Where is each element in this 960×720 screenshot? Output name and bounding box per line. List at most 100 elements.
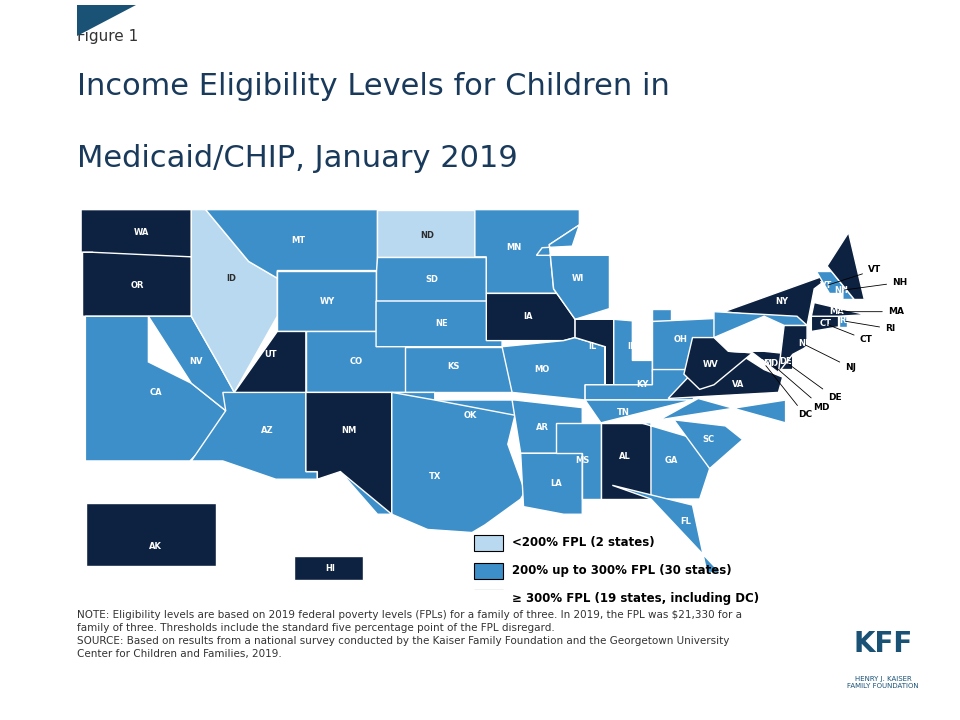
Text: RI: RI — [840, 316, 849, 325]
Text: MA: MA — [840, 307, 903, 316]
Text: Income Eligibility Levels for Children in: Income Eligibility Levels for Children i… — [77, 73, 670, 102]
Polygon shape — [621, 309, 671, 321]
Text: NM: NM — [341, 426, 356, 435]
Text: 200% up to 300% FPL (30 states): 200% up to 300% FPL (30 states) — [512, 564, 732, 577]
Polygon shape — [191, 210, 277, 392]
Polygon shape — [376, 301, 502, 347]
Text: NOTE: Eligibility levels are based on 2019 federal poverty levels (FPLs) for a f: NOTE: Eligibility levels are based on 20… — [77, 610, 742, 660]
Text: AR: AR — [536, 423, 549, 432]
Polygon shape — [828, 233, 864, 300]
Text: AZ: AZ — [261, 426, 274, 435]
FancyBboxPatch shape — [474, 563, 503, 579]
Polygon shape — [277, 271, 376, 331]
Text: UT: UT — [264, 350, 276, 359]
Polygon shape — [724, 271, 838, 325]
Text: NE: NE — [436, 320, 448, 328]
Text: NC: NC — [719, 410, 732, 420]
Text: NH: NH — [834, 286, 849, 295]
Text: MD: MD — [774, 365, 830, 412]
Polygon shape — [674, 420, 743, 469]
Text: AL: AL — [619, 452, 631, 461]
Polygon shape — [306, 392, 392, 514]
Text: MO: MO — [535, 365, 550, 374]
Text: VA: VA — [732, 380, 745, 390]
Polygon shape — [377, 210, 475, 257]
Text: NH: NH — [844, 278, 907, 290]
Text: KS: KS — [447, 362, 460, 371]
Polygon shape — [340, 392, 525, 533]
Text: IN: IN — [628, 342, 637, 351]
Polygon shape — [233, 331, 306, 408]
Polygon shape — [191, 392, 318, 480]
Polygon shape — [512, 400, 583, 454]
Text: OR: OR — [131, 282, 144, 290]
Polygon shape — [537, 225, 610, 319]
Polygon shape — [660, 398, 785, 423]
Text: WV: WV — [704, 361, 719, 369]
FancyBboxPatch shape — [474, 590, 503, 606]
Polygon shape — [828, 266, 854, 300]
Text: WA: WA — [133, 228, 149, 237]
Text: MD: MD — [763, 359, 779, 368]
Text: DC: DC — [766, 366, 812, 420]
Polygon shape — [205, 210, 377, 278]
Text: SC: SC — [702, 435, 714, 444]
Text: <200% FPL (2 states): <200% FPL (2 states) — [512, 536, 655, 549]
Polygon shape — [520, 454, 583, 514]
Text: NY: NY — [775, 297, 788, 305]
Polygon shape — [811, 316, 838, 331]
Text: ID: ID — [227, 274, 236, 283]
Polygon shape — [762, 362, 765, 365]
Text: VT: VT — [828, 266, 881, 285]
Text: HENRY J. KAISER
FAMILY FOUNDATION: HENRY J. KAISER FAMILY FOUNDATION — [848, 675, 919, 689]
Polygon shape — [85, 316, 226, 461]
Text: DE: DE — [780, 357, 792, 366]
Polygon shape — [838, 316, 847, 327]
Text: IA: IA — [523, 312, 533, 320]
Text: PA: PA — [751, 327, 763, 336]
Polygon shape — [714, 312, 807, 338]
Text: ND: ND — [420, 231, 435, 240]
Text: MI: MI — [644, 274, 655, 283]
Text: TX: TX — [428, 472, 441, 481]
Text: MS: MS — [575, 456, 589, 465]
Text: DE: DE — [788, 364, 841, 402]
Polygon shape — [475, 210, 580, 294]
Polygon shape — [612, 485, 721, 574]
Polygon shape — [668, 347, 782, 398]
Text: DC: DC — [757, 359, 771, 368]
Polygon shape — [585, 398, 698, 423]
Text: MT: MT — [292, 235, 306, 245]
Text: RI: RI — [846, 321, 896, 333]
Polygon shape — [86, 503, 216, 566]
Text: CT: CT — [820, 320, 831, 328]
Polygon shape — [811, 302, 866, 316]
Text: VT: VT — [820, 282, 832, 290]
Text: CT: CT — [828, 325, 873, 344]
Polygon shape — [83, 252, 191, 316]
Polygon shape — [77, 5, 136, 36]
Text: ME: ME — [869, 261, 882, 271]
Text: NV: NV — [189, 357, 203, 366]
Polygon shape — [585, 369, 694, 400]
Polygon shape — [405, 347, 512, 392]
Text: SD: SD — [425, 275, 439, 284]
Polygon shape — [729, 351, 793, 373]
Polygon shape — [294, 556, 363, 580]
Polygon shape — [605, 319, 653, 384]
Text: OH: OH — [674, 335, 688, 343]
Polygon shape — [149, 316, 234, 410]
Text: NJ: NJ — [798, 339, 807, 348]
Polygon shape — [81, 210, 191, 261]
Polygon shape — [376, 257, 487, 301]
Text: LA: LA — [551, 480, 563, 488]
Polygon shape — [816, 271, 843, 294]
Text: IL: IL — [588, 342, 596, 351]
Text: NJ: NJ — [805, 345, 856, 372]
Text: OK: OK — [464, 410, 477, 420]
Polygon shape — [641, 423, 709, 499]
Text: Figure 1: Figure 1 — [77, 30, 138, 45]
Text: WY: WY — [320, 297, 335, 305]
Polygon shape — [392, 392, 515, 444]
Text: HI: HI — [325, 564, 335, 573]
